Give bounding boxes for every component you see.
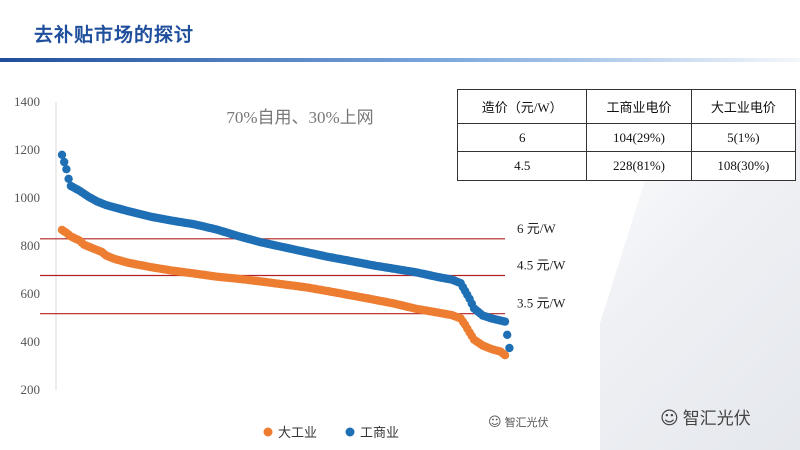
y-tick-label: 1200 (14, 142, 40, 157)
table-row: 6 104(29%) 5(1%) (456, 122, 797, 153)
reference-line-label: 4.5 元/W (517, 258, 566, 273)
watermark-large: ☺ 智汇光伏 (660, 408, 751, 429)
table-cell: 6 (456, 122, 588, 153)
page-title: 去补贴市场的探讨 (34, 24, 195, 46)
y-tick-label: 1400 (14, 94, 40, 109)
table-cell: 4.5 (456, 151, 588, 181)
data-point (500, 351, 510, 360)
data-point (500, 317, 510, 326)
price-table: 造价（元/W） 工商业电价 大工业电价 6 104(29%) 5(1%) 4.5… (456, 89, 797, 181)
data-point (62, 165, 71, 174)
wechat-icon: ☺ (660, 408, 679, 429)
table-cell: 228(81%) (586, 151, 692, 181)
table-header-cell: 工商业电价 (586, 89, 692, 124)
wechat-icon: ☺ (488, 415, 502, 430)
table-row: 4.5 228(81%) 108(30%) (456, 151, 797, 181)
data-point (503, 330, 512, 339)
header-divider (0, 58, 800, 62)
y-tick-label: 200 (21, 382, 41, 397)
reference-line-label: 6 元/W (517, 221, 556, 236)
page-header: 去补贴市场的探讨 (0, 0, 800, 64)
chart-annotation: 70%自用、30%上网 (226, 108, 373, 127)
y-tick-label: 400 (21, 334, 41, 349)
data-point (57, 150, 67, 159)
y-tick-label: 800 (21, 238, 41, 253)
table-cell: 104(29%) (586, 122, 692, 153)
legend-label: 工商业 (360, 426, 399, 441)
reference-line-label: 3.5 元/W (517, 296, 566, 311)
legend-label: 大工业 (278, 426, 317, 441)
table-cell: 108(30%) (690, 151, 797, 181)
watermark-small: ☺ 智汇光伏 (488, 415, 549, 430)
data-point (505, 343, 514, 353)
table-header-cell: 大工业电价 (690, 89, 797, 124)
data-point (64, 174, 73, 183)
table-cell: 5(1%) (690, 122, 797, 153)
table-header-row: 造价（元/W） 工商业电价 大工业电价 (456, 89, 797, 124)
y-tick-label: 1000 (14, 190, 40, 205)
scatter-chart: 200 400 600 800 1000 1200 1400 70%自用、30%上网 6 元/W… (14, 94, 566, 441)
data-point (59, 157, 69, 167)
table-header-cell: 造价（元/W） (456, 89, 588, 124)
legend-marker (263, 427, 273, 437)
y-tick-label: 600 (21, 286, 41, 301)
legend-marker (345, 427, 355, 437)
